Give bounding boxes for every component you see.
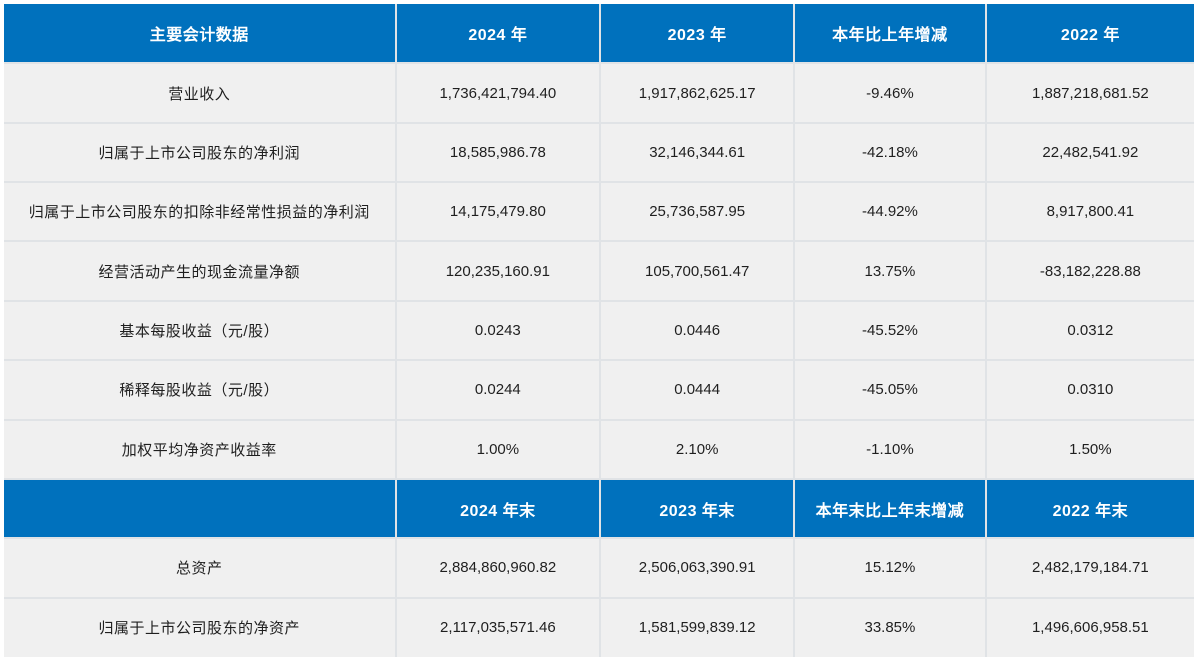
- column-header: 2022 年: [984, 2, 1196, 65]
- value-cell: 0.0312: [984, 299, 1196, 362]
- value-cell: 18,585,986.78: [394, 121, 602, 184]
- empty-header-cell: [3, 477, 397, 540]
- table-row: 营业收入 1,736,421,794.40 1,917,862,625.17 -9.4…: [3, 62, 1196, 124]
- table-row: 归属于上市公司股东的净资产 2,117,035,571.46 1,581,599,8…: [3, 596, 1196, 659]
- value-cell: 0.0444: [599, 359, 796, 421]
- column-header: 本年比上年增减: [793, 2, 987, 65]
- table-row: 稀释每股收益（元/股） 0.0244 0.0444 -45.05% 0.0310: [3, 359, 1196, 421]
- value-cell: 15.12%: [793, 537, 987, 599]
- value-cell: 1,917,862,625.17: [599, 62, 796, 124]
- value-cell: 2,506,063,390.91: [599, 537, 796, 599]
- row-label: 总资产: [3, 537, 397, 599]
- table-row: 归属于上市公司股东的净利润 18,585,986.78 32,146,344.61-…: [3, 121, 1196, 184]
- value-cell: 13.75%: [793, 240, 987, 302]
- value-cell: 0.0310: [984, 359, 1196, 421]
- row-label: 稀释每股收益（元/股）: [3, 359, 397, 421]
- table-row: 基本每股收益（元/股） 0.0243 0.0446 -45.52% 0.0312: [3, 299, 1196, 362]
- column-header: 2024 年: [394, 2, 602, 65]
- header-row-2: 2024 年末 2023 年末 本年末比上年末增减 2022 年末: [3, 477, 1196, 540]
- value-cell: 120,235,160.91: [394, 240, 602, 302]
- value-cell: 1.50%: [984, 418, 1196, 480]
- table-row: 经营活动产生的现金流量净额 120,235,160.91 105,700,561.4…: [3, 240, 1196, 302]
- value-cell: 22,482,541.92: [984, 121, 1196, 184]
- table-row: 总资产 2,884,860,960.82 2,506,063,390.91 15.12…: [3, 537, 1196, 599]
- row-label: 归属于上市公司股东的净利润: [3, 121, 397, 184]
- value-cell: 0.0243: [394, 299, 602, 362]
- value-cell: -83,182,228.88: [984, 240, 1196, 302]
- value-cell: 2.10%: [599, 418, 796, 480]
- table-row: 加权平均净资产收益率 1.00% 2.10% -1.10% 1.50%: [3, 418, 1196, 480]
- value-cell: 1.00%: [394, 418, 602, 480]
- value-cell: 33.85%: [793, 596, 987, 659]
- row-label: 归属于上市公司股东的净资产: [3, 596, 397, 659]
- row-label: 加权平均净资产收益率: [3, 418, 397, 480]
- value-cell: 1,581,599,839.12: [599, 596, 796, 659]
- row-label: 营业收入: [3, 62, 397, 124]
- row-label: 基本每股收益（元/股）: [3, 299, 397, 362]
- value-cell: 25,736,587.95: [599, 181, 796, 243]
- column-header: 2024 年末: [394, 477, 602, 540]
- value-cell: 14,175,479.80: [394, 181, 602, 243]
- value-cell: -1.10%: [793, 418, 987, 480]
- value-cell: 0.0244: [394, 359, 602, 421]
- value-cell: 2,884,860,960.82: [394, 537, 602, 599]
- row-label: 归属于上市公司股东的扣除非经常性损益的净利润: [3, 181, 397, 243]
- column-header: 2023 年末: [599, 477, 796, 540]
- column-header: 本年末比上年末增减: [793, 477, 987, 540]
- table-body: 主要会计数据 2024 年 2023 年本年比上年增减 2022 年营业收入 1,736…: [3, 2, 1196, 659]
- value-cell: 1,496,606,958.51: [984, 596, 1196, 659]
- value-cell: 2,482,179,184.71: [984, 537, 1196, 599]
- column-header: 主要会计数据: [3, 2, 397, 65]
- value-cell: 32,146,344.61: [599, 121, 796, 184]
- value-cell: 1,887,218,681.52: [984, 62, 1196, 124]
- value-cell: -44.92%: [793, 181, 987, 243]
- value-cell: 105,700,561.47: [599, 240, 796, 302]
- value-cell: -45.52%: [793, 299, 987, 362]
- value-cell: -9.46%: [793, 62, 987, 124]
- column-header: 2022 年末: [984, 477, 1196, 540]
- value-cell: 1,736,421,794.40: [394, 62, 602, 124]
- value-cell: 8,917,800.41: [984, 181, 1196, 243]
- header-row-1: 主要会计数据 2024 年 2023 年本年比上年增减 2022 年: [3, 2, 1196, 65]
- value-cell: 0.0446: [599, 299, 796, 362]
- value-cell: -42.18%: [793, 121, 987, 184]
- table-row: 归属于上市公司股东的扣除非经常性损益的净利润 14,175,479.80 25,73…: [3, 181, 1196, 243]
- column-header: 2023 年: [599, 2, 796, 65]
- value-cell: -45.05%: [793, 359, 987, 421]
- key-accounting-data-table: 主要会计数据 2024 年 2023 年本年比上年增减 2022 年营业收入 1,736…: [3, 2, 1196, 659]
- value-cell: 2,117,035,571.46: [394, 596, 602, 659]
- row-label: 经营活动产生的现金流量净额: [3, 240, 397, 302]
